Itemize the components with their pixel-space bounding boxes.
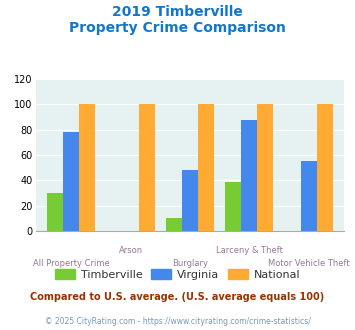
Bar: [301, 161, 317, 231]
Bar: [241, 120, 257, 231]
Bar: [47, 193, 63, 231]
Text: Compared to U.S. average. (U.S. average equals 100): Compared to U.S. average. (U.S. average …: [31, 292, 324, 302]
Text: All Property Crime: All Property Crime: [33, 259, 109, 268]
Text: Burglary: Burglary: [172, 259, 208, 268]
Bar: [63, 132, 79, 231]
Text: Arson: Arson: [119, 246, 143, 255]
Bar: [257, 105, 273, 231]
Bar: [317, 105, 333, 231]
Text: Property Crime Comparison: Property Crime Comparison: [69, 21, 286, 35]
Text: Larceny & Theft: Larceny & Theft: [216, 246, 283, 255]
Legend: Timberville, Virginia, National: Timberville, Virginia, National: [50, 265, 305, 284]
Text: 2019 Timberville: 2019 Timberville: [112, 5, 243, 19]
Text: © 2025 CityRating.com - https://www.cityrating.com/crime-statistics/: © 2025 CityRating.com - https://www.city…: [45, 317, 310, 326]
Text: Motor Vehicle Theft: Motor Vehicle Theft: [268, 259, 350, 268]
Bar: [79, 105, 95, 231]
Bar: [166, 218, 182, 231]
Bar: [198, 105, 214, 231]
Bar: [138, 105, 154, 231]
Bar: [182, 170, 198, 231]
Bar: [225, 182, 241, 231]
